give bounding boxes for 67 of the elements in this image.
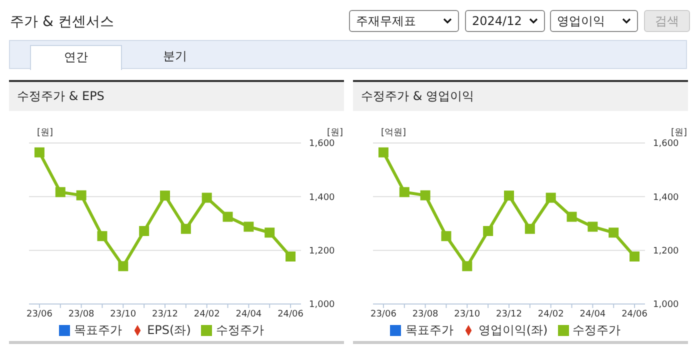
point (608, 228, 619, 238)
y2-axis-title: [원] (671, 127, 688, 139)
x-tick-label: 23/06 (370, 309, 397, 320)
text: 주가 & 컨센서스 (10, 13, 114, 31)
text: 검색 (644, 10, 690, 32)
y2-tick-label: 1,600 (653, 139, 680, 150)
point (462, 261, 472, 272)
y-axis-title: [원] (37, 127, 54, 139)
x-tick-label: 24/06 (278, 309, 304, 320)
point (160, 190, 170, 201)
legend-label: 목표주가 (74, 323, 122, 337)
y2-tick-label: 1,200 (309, 246, 336, 257)
legend-label: 수정주가 (216, 323, 264, 337)
point (630, 252, 640, 262)
point (202, 192, 212, 203)
y2-axis-title: [원] (327, 127, 344, 139)
chart-title: 수정주가 & EPS (9, 82, 344, 111)
y2-tick-label: 1,400 (653, 192, 680, 203)
point (286, 252, 296, 262)
point (420, 190, 430, 200)
x-tick-label: 24/02 (194, 309, 220, 320)
legend-label: EPS(좌) (147, 323, 191, 337)
text: 분기 (162, 48, 188, 65)
y-axis-title: [억원] (381, 127, 406, 139)
x-tick-label: 24/06 (622, 309, 648, 320)
text: 2024/12 (472, 14, 522, 28)
x-tick-label: 23/10 (110, 309, 136, 320)
x-tick-label: 23/12 (496, 309, 522, 320)
x-tick-label: 24/02 (538, 309, 564, 320)
text: 연간 (30, 45, 122, 70)
point (378, 147, 388, 158)
y2-tick-label: 1,400 (309, 192, 336, 203)
point (264, 228, 275, 238)
point (483, 226, 494, 236)
y2-tick-label: 1,000 (653, 300, 680, 310)
x-tick-label: 23/08 (68, 309, 95, 320)
x-tick-label: 24/04 (580, 309, 606, 320)
y2-tick-label: 1,600 (309, 139, 336, 150)
point (504, 190, 514, 201)
y2-tick-label: 1,200 (653, 246, 680, 257)
point (118, 261, 128, 272)
x-tick-label: 23/12 (152, 309, 178, 320)
chart-title: 수정주가 & 영업이익 (353, 82, 688, 111)
point (244, 222, 254, 232)
point (546, 192, 556, 203)
point (441, 231, 452, 242)
legend-label: 영업이익(좌) (478, 323, 548, 337)
point (97, 231, 108, 242)
x-tick-label: 23/08 (412, 309, 439, 320)
text: 영업이익 (557, 14, 605, 28)
legend-label: 수정주가 (572, 323, 621, 337)
point (139, 226, 150, 236)
legend-label: 목표주가 (405, 323, 454, 337)
y2-tick-label: 1,000 (309, 300, 336, 310)
point (222, 212, 233, 222)
text: 주재무제표 (356, 14, 416, 28)
point (55, 187, 66, 198)
x-tick-label: 23/10 (454, 309, 480, 320)
point (588, 222, 598, 232)
x-tick-label: 24/04 (236, 309, 262, 320)
point (399, 187, 410, 198)
point (566, 212, 577, 222)
point (76, 190, 86, 200)
x-tick-label: 23/06 (26, 309, 53, 320)
point (34, 147, 44, 158)
point (180, 224, 191, 234)
point (524, 224, 535, 234)
